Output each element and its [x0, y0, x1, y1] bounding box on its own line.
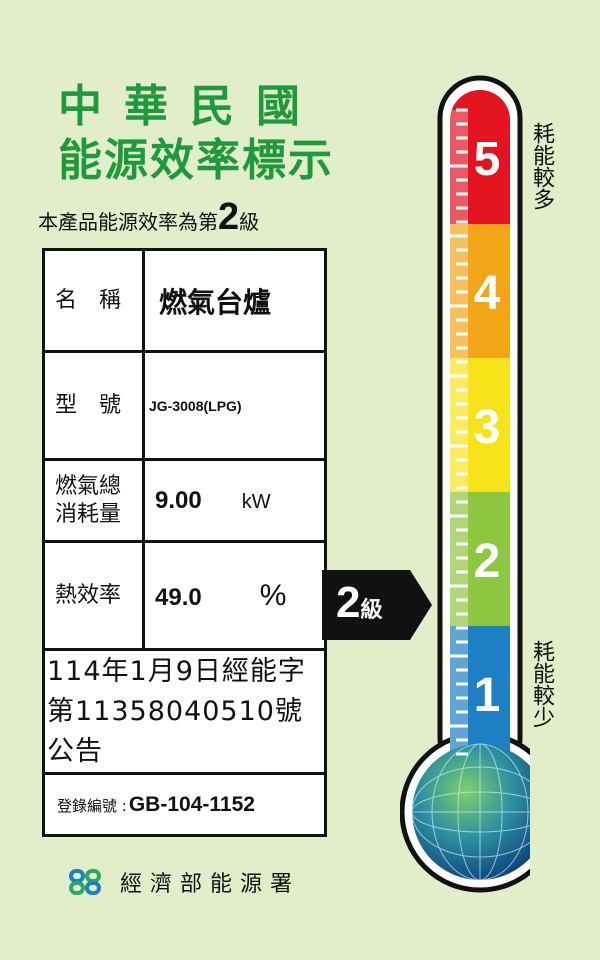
grade-number: 2	[218, 196, 240, 238]
registration-label: 登錄編號	[57, 796, 118, 815]
name-value: 燃氣台爐	[142, 248, 327, 353]
announcement-line2: 第11358040510號公告	[47, 695, 303, 767]
agency-name: 經濟部能源署	[120, 872, 301, 897]
grade-arrow-label: 2級	[336, 578, 383, 628]
grade-suffix: 級	[239, 210, 260, 234]
level-label-3: 3	[474, 401, 501, 454]
title-line1: 中華民國	[58, 81, 322, 132]
efficiency-thermometer: 5 4 3 2 1	[400, 75, 530, 893]
registration-value: GB-104-1152	[128, 792, 255, 816]
efficiency-value: 49.0	[155, 583, 202, 611]
level-label-1: 1	[474, 669, 501, 722]
arrow-grade: 2	[336, 578, 361, 627]
level-label-2: 2	[474, 535, 501, 588]
spec-table: 名 稱燃氣台爐 型 號 JG-3008(LPG) 燃氣總 消耗量 9.00 kW 熱效…	[42, 248, 327, 837]
level-label-4: 4	[474, 267, 501, 320]
consumption-value: 9.00	[155, 486, 202, 514]
footer: 經濟部能源署	[68, 866, 300, 898]
efficiency-label: 熱效率	[42, 540, 145, 651]
title-line2: 能源效率標示	[58, 135, 334, 186]
low-consumption-label: 耗能較少	[529, 640, 554, 728]
grade-arrow	[322, 570, 432, 640]
model-label: 型 號	[42, 350, 145, 461]
level-band-3	[450, 358, 510, 493]
model-value: JG-3008(LPG)	[142, 350, 327, 461]
grade-prefix: 本產品能源效率為第	[38, 210, 218, 234]
announcement-line1: 114年1月9日經能字	[47, 655, 306, 687]
high-consumption-label: 耗能較多	[529, 122, 554, 210]
arrow-suffix: 級	[360, 598, 383, 623]
consumption-label: 燃氣總 消耗量	[42, 458, 145, 543]
efficiency-unit: %	[259, 578, 287, 612]
level-label-5: 5	[474, 133, 501, 186]
grade-statement: 本產品能源效率為第2級	[38, 196, 259, 239]
agency-logo-icon	[69, 869, 101, 895]
consumption-unit: kW	[241, 490, 271, 513]
name-label: 名 稱	[42, 248, 145, 353]
